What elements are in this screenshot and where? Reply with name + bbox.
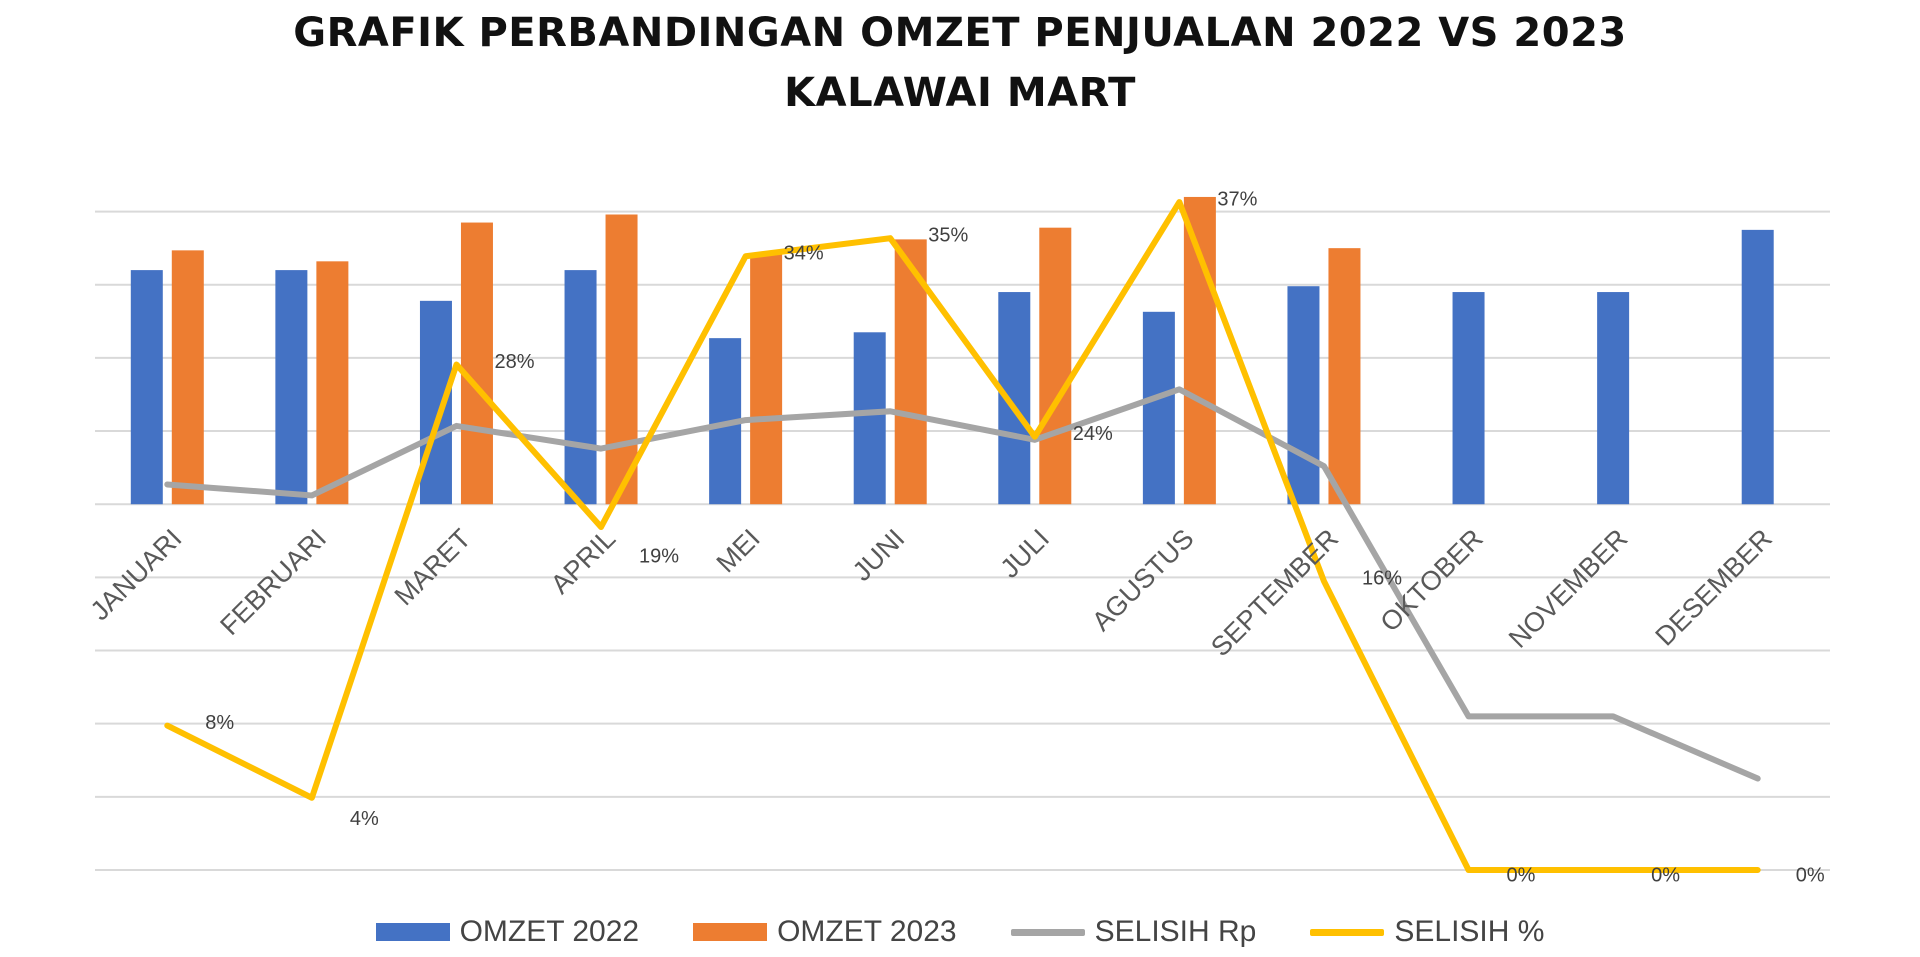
- data-label-selisih-pct-desember: 0%: [1796, 864, 1825, 886]
- bar-omzet-2023-april: [605, 214, 638, 505]
- bar-omzet-2022-maret: [419, 300, 452, 505]
- bar-omzet-2022-februari: [275, 270, 308, 505]
- bar-omzet-2022-juni: [853, 332, 886, 505]
- legend-swatch-omzet-2022: [375, 923, 450, 941]
- bar-omzet-2023-mei: [750, 254, 783, 505]
- legend-item-selisih-rp[interactable]: SELISIH Rp: [1010, 915, 1257, 949]
- bar-omzet-2023-agustus: [1183, 196, 1216, 505]
- legend-swatch-selisih-pct: [1310, 928, 1385, 936]
- data-label-selisih-pct-november: 0%: [1651, 864, 1680, 886]
- bar-omzet-2022-november: [1597, 292, 1630, 505]
- combo-chart: 8% 4% 28% 19% 34% 35% 24% 37% 16% 0% 0% 0% JANUARI F…: [85, 188, 1830, 886]
- x-tick-januari: JANUARI: [85, 523, 188, 626]
- bar-omzet-2023-maret: [460, 222, 493, 505]
- bar-omzet-2022-april: [564, 270, 597, 505]
- legend: OMZET 2022 OMZET 2023 SELISIH Rp SELISIH…: [0, 915, 1920, 949]
- chart-title: GRAFIK PERBANDINGAN OMZET PENJUALAN 2022…: [293, 10, 1627, 56]
- x-tick-agustus: AGUSTUS: [1086, 523, 1200, 637]
- legend-label-omzet-2022: OMZET 2022: [459, 915, 640, 948]
- bar-omzet-2022-januari: [130, 270, 163, 505]
- data-label-selisih-pct-agustus: 37%: [1217, 188, 1257, 210]
- data-label-selisih-pct-september: 16%: [1362, 567, 1402, 589]
- data-label-selisih-pct-maret: 28%: [494, 351, 534, 373]
- bar-omzet-2022-desember: [1741, 229, 1774, 505]
- data-label-selisih-pct-april: 19%: [639, 545, 679, 567]
- legend-label-omzet-2023: OMZET 2023: [777, 915, 957, 948]
- legend-swatch-selisih-rp: [1010, 928, 1085, 936]
- x-tick-november: NOVEMBER: [1503, 523, 1633, 653]
- data-label-selisih-pct-januari: 8%: [205, 712, 234, 734]
- x-tick-april: APRIL: [545, 523, 621, 599]
- data-label-selisih-pct-juni: 35%: [928, 224, 968, 246]
- data-label-selisih-pct-februari: 4%: [350, 808, 379, 830]
- bar-omzet-2023-juli: [1039, 227, 1072, 505]
- data-label-selisih-pct-juli: 24%: [1073, 423, 1113, 445]
- x-tick-februari: FEBRUARI: [214, 523, 332, 641]
- x-tick-mei: MEI: [711, 523, 766, 578]
- data-label-selisih-pct-oktober: 0%: [1507, 864, 1536, 886]
- legend-item-omzet-2022[interactable]: OMZET 2022: [375, 915, 640, 949]
- data-label-selisih-pct-mei: 34%: [784, 243, 824, 265]
- line-selisih-pct: [164, 199, 1761, 873]
- legend-item-omzet-2023[interactable]: OMZET 2023: [693, 915, 957, 949]
- bar-omzet-2023-januari: [171, 250, 204, 505]
- bar-omzet-2023-september: [1328, 248, 1361, 505]
- legend-label-selisih-pct: SELISIH %: [1394, 915, 1545, 948]
- bar-omzet-2023-februari: [316, 261, 349, 505]
- x-tick-desember: DESEMBER: [1650, 523, 1778, 651]
- legend-swatch-omzet-2023: [693, 923, 768, 941]
- bar-omzet-2022-agustus: [1142, 311, 1175, 505]
- chart-subtitle: KALAWAI MART: [784, 70, 1136, 116]
- x-tick-juli: JULI: [995, 523, 1055, 583]
- x-tick-september: SEPTEMBER: [1205, 523, 1344, 662]
- legend-label-selisih-rp: SELISIH Rp: [1094, 915, 1257, 948]
- legend-item-selisih-pct[interactable]: SELISIH %: [1310, 915, 1544, 949]
- bar-omzet-2022-september: [1287, 286, 1320, 505]
- bar-omzet-2022-oktober: [1452, 292, 1485, 505]
